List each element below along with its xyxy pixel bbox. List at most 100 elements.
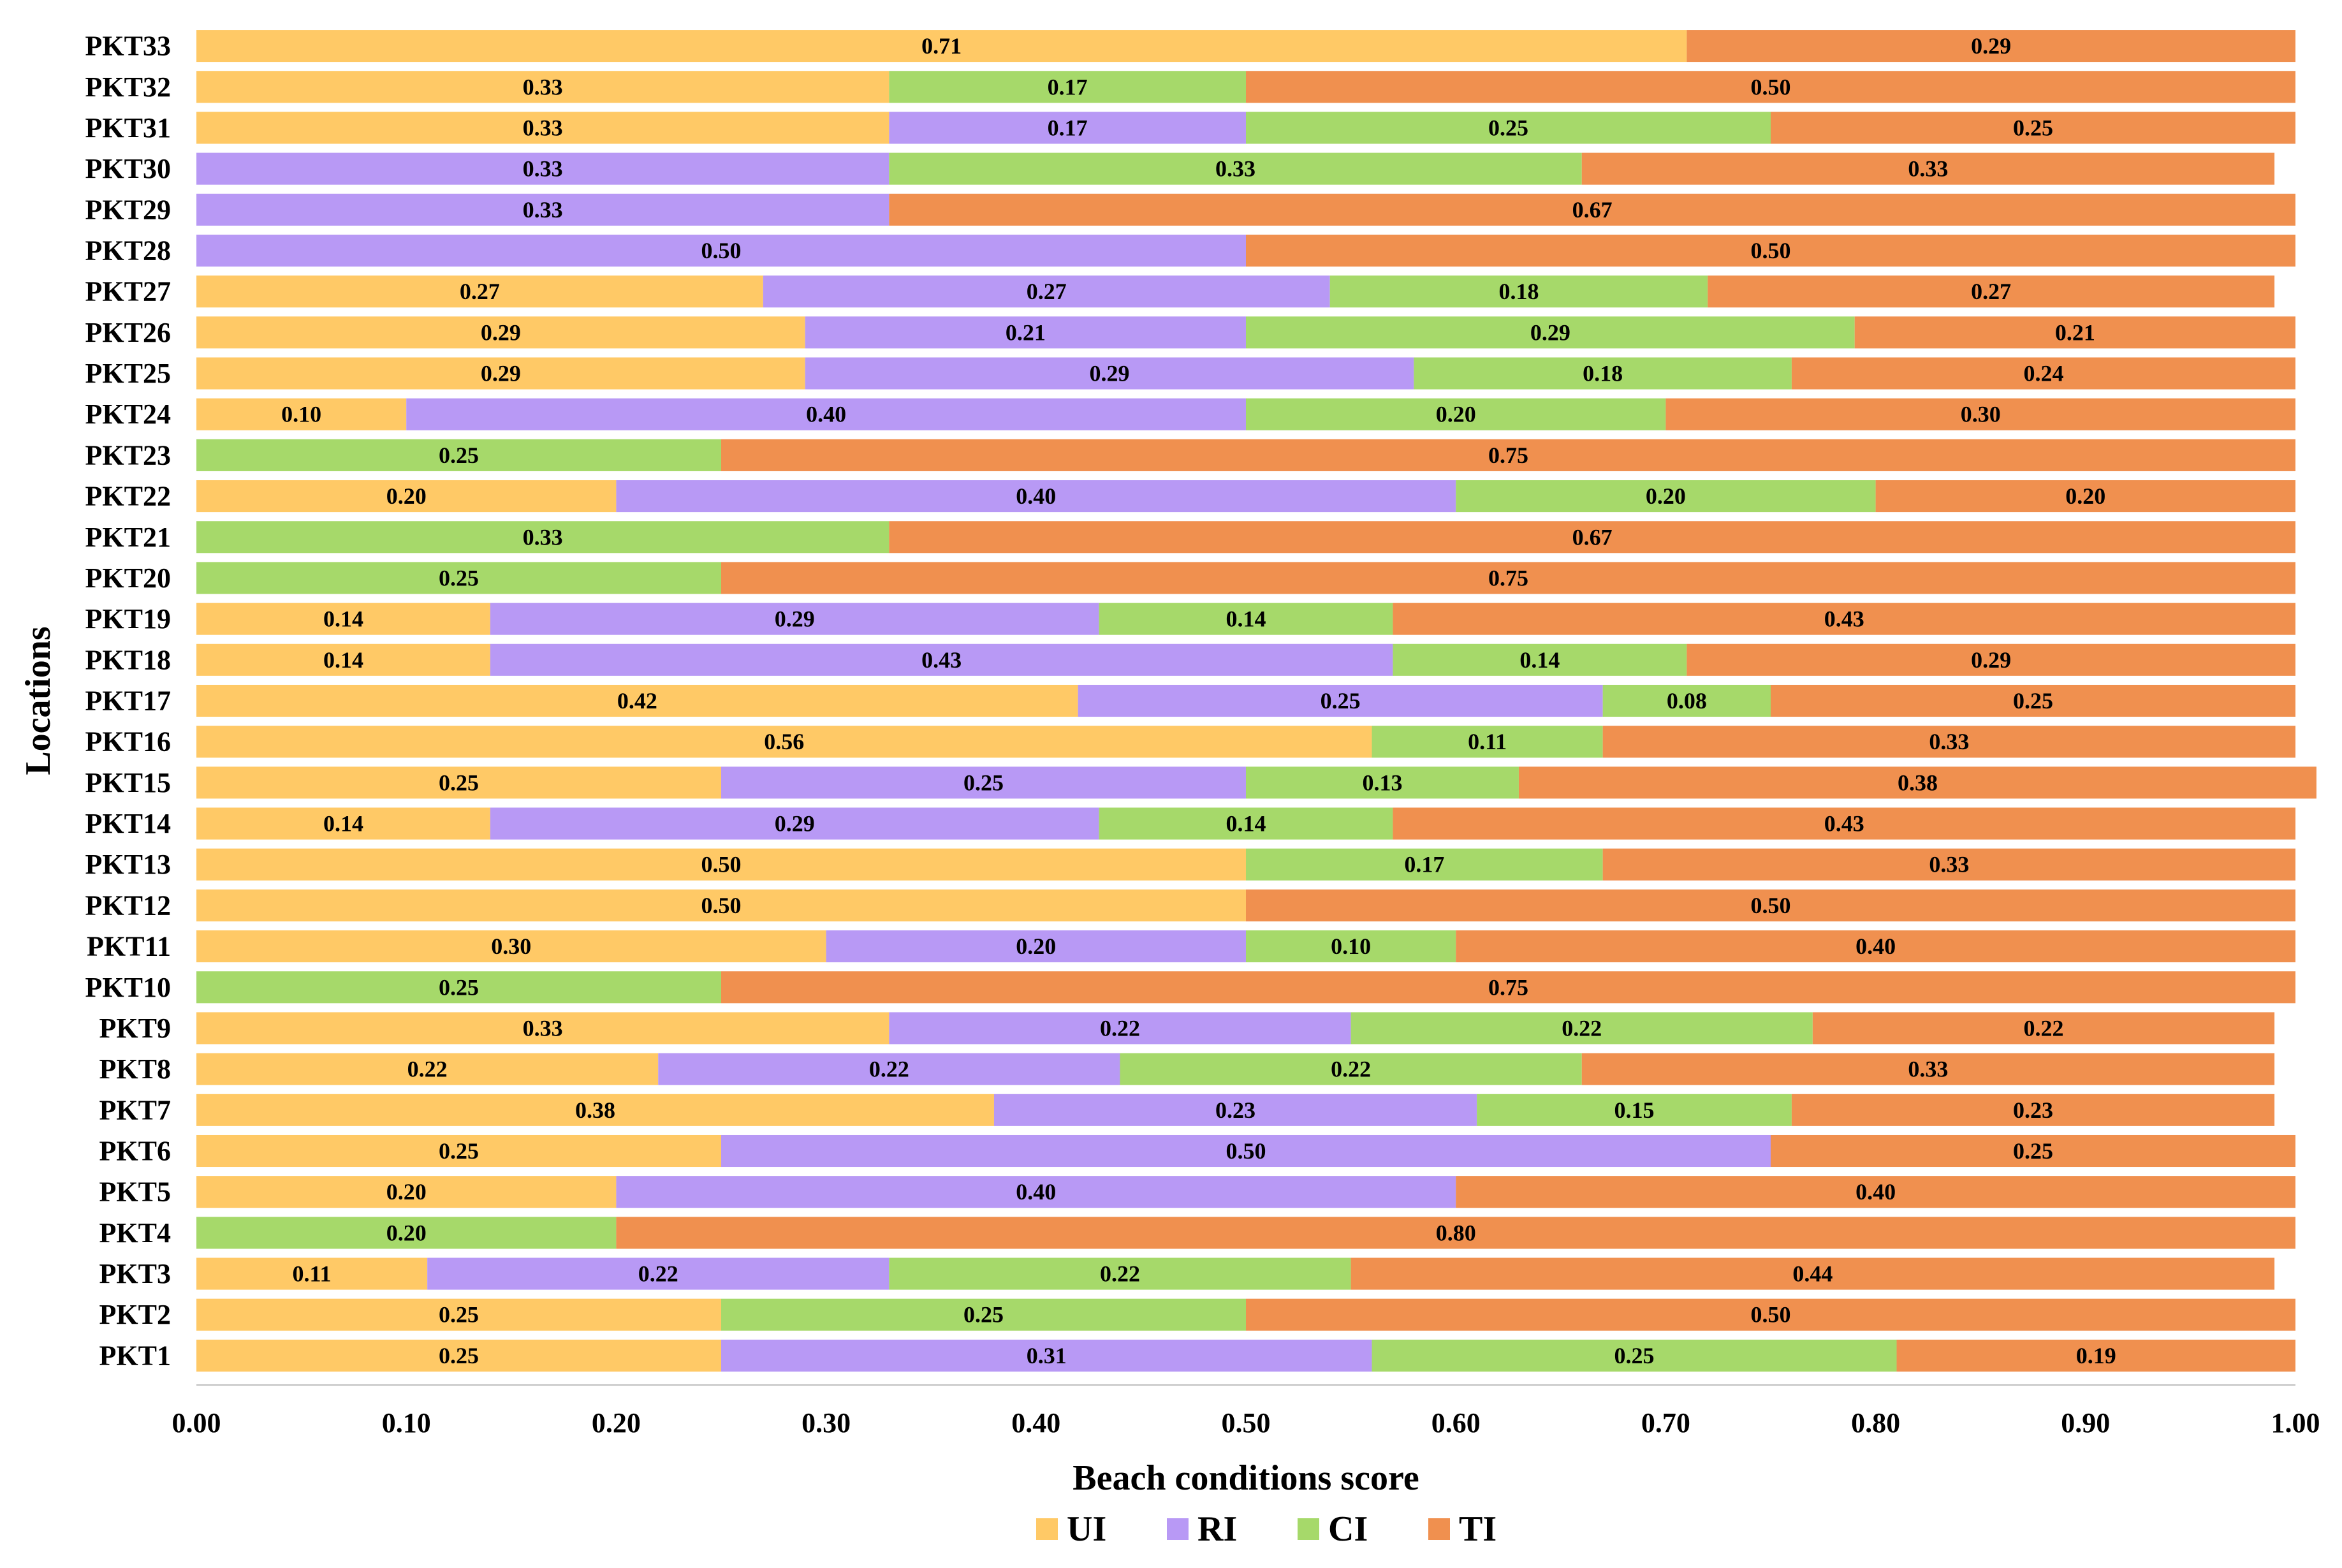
category-label-pkt19: PKT19 xyxy=(85,603,171,634)
data-label-ri-pkt27: 0.27 xyxy=(1027,279,1067,304)
data-label-ui-pkt5: 0.20 xyxy=(386,1179,427,1205)
x-tick-label: 0.10 xyxy=(382,1407,431,1439)
category-label-pkt10: PKT10 xyxy=(85,972,171,1003)
bar-ui-pkt3 xyxy=(196,1257,428,1290)
data-label-ri-pkt15: 0.25 xyxy=(963,770,1004,795)
bar-ci-pkt4 xyxy=(196,1217,617,1249)
bar-ui-pkt32 xyxy=(196,71,889,103)
bar-ti-pkt11 xyxy=(1456,930,2295,963)
data-label-ci-pkt16: 0.11 xyxy=(1468,729,1507,754)
data-label-ui-pkt9: 0.33 xyxy=(523,1015,563,1041)
bar-ui-pkt31 xyxy=(196,112,889,144)
bar-ri-pkt11 xyxy=(826,930,1246,963)
bar-ri-pkt8 xyxy=(658,1053,1120,1085)
bar-ti-pkt32 xyxy=(1246,71,2295,103)
data-label-ci-pkt21: 0.33 xyxy=(523,524,563,550)
category-label-pkt9: PKT9 xyxy=(99,1013,171,1044)
data-label-ui-pkt12: 0.50 xyxy=(701,893,742,918)
data-label-ti-pkt12: 0.50 xyxy=(1751,893,1791,918)
bar-ci-pkt7 xyxy=(1477,1094,1792,1126)
category-label-pkt16: PKT16 xyxy=(85,726,171,758)
category-label-pkt6: PKT6 xyxy=(99,1136,171,1167)
data-label-ui-pkt15: 0.25 xyxy=(439,770,479,795)
x-tick-label: 0.90 xyxy=(2061,1407,2110,1439)
data-label-ci-pkt23: 0.25 xyxy=(439,443,479,468)
data-label-ti-pkt16: 0.33 xyxy=(1929,729,1969,754)
bar-ti-pkt18 xyxy=(1687,643,2295,676)
x-tick-label: 0.80 xyxy=(1851,1407,1900,1439)
category-label-pkt25: PKT25 xyxy=(85,358,171,389)
data-label-ui-pkt3: 0.11 xyxy=(293,1261,332,1287)
bar-ci-pkt11 xyxy=(1246,930,1456,963)
data-label-ci-pkt20: 0.25 xyxy=(439,565,479,590)
bar-ti-pkt24 xyxy=(1665,398,2295,430)
bar-ui-pkt13 xyxy=(196,848,1246,881)
data-label-ti-pkt21: 0.67 xyxy=(1572,524,1613,550)
x-tick-label: 0.30 xyxy=(801,1407,851,1439)
category-label-pkt1: PKT1 xyxy=(99,1340,171,1371)
bar-ci-pkt17 xyxy=(1602,684,1771,717)
y-axis-title: Locations xyxy=(18,626,58,775)
data-label-ui-pkt8: 0.22 xyxy=(407,1057,448,1082)
bar-ci-pkt13 xyxy=(1246,848,1603,881)
bar-ci-pkt14 xyxy=(1099,807,1393,840)
bars-group: 0.25 0.31 0.25 0.19 0.25 0.25 0.50 0.11 0.22 0.22… xyxy=(196,30,2316,1372)
category-label-pkt32: PKT32 xyxy=(85,71,171,103)
bar-ti-pkt21 xyxy=(889,521,2296,553)
category-label-pkt30: PKT30 xyxy=(85,153,171,184)
legend-swatch-ui xyxy=(1036,1518,1058,1540)
bar-ci-pkt10 xyxy=(196,971,721,1004)
data-label-ti-pkt27: 0.27 xyxy=(1971,279,2011,304)
data-label-ci-pkt32: 0.17 xyxy=(1048,74,1088,99)
bar-ui-pkt14 xyxy=(196,807,490,840)
bar-ci-pkt1 xyxy=(1372,1339,1897,1372)
bar-ci-pkt20 xyxy=(196,562,721,594)
category-label-pkt5: PKT5 xyxy=(99,1176,171,1208)
bar-ui-pkt16 xyxy=(196,726,1372,758)
bar-ci-pkt27 xyxy=(1329,275,1708,308)
x-axis-title: Beach conditions score xyxy=(1072,1458,1419,1498)
data-label-ci-pkt13: 0.17 xyxy=(1404,852,1444,877)
data-label-ti-pkt20: 0.75 xyxy=(1488,565,1528,590)
bar-ti-pkt9 xyxy=(1812,1012,2275,1044)
bar-ti-pkt7 xyxy=(1791,1094,2275,1126)
category-label-pkt15: PKT15 xyxy=(85,767,171,798)
data-label-ti-pkt24: 0.30 xyxy=(1961,402,2001,427)
bar-ri-pkt19 xyxy=(490,603,1099,635)
legend-swatch-ri xyxy=(1167,1518,1189,1540)
data-label-ci-pkt25: 0.18 xyxy=(1583,361,1623,386)
data-label-ti-pkt17: 0.25 xyxy=(2013,688,2053,714)
data-label-ui-pkt17: 0.42 xyxy=(617,688,657,714)
bar-ti-pkt4 xyxy=(616,1217,2296,1249)
bar-ui-pkt24 xyxy=(196,398,407,430)
bar-ci-pkt19 xyxy=(1099,603,1393,635)
data-label-ri-pkt5: 0.40 xyxy=(1016,1179,1056,1205)
data-label-ri-pkt11: 0.20 xyxy=(1016,934,1056,959)
bar-ui-pkt12 xyxy=(196,889,1246,921)
bar-ti-pkt3 xyxy=(1350,1257,2275,1290)
data-label-ti-pkt4: 0.80 xyxy=(1436,1220,1476,1245)
legend: UI RI CI TI xyxy=(1036,1509,1497,1549)
category-label-pkt13: PKT13 xyxy=(85,849,171,880)
bar-ri-pkt9 xyxy=(889,1012,1351,1044)
data-label-ci-pkt19: 0.14 xyxy=(1226,606,1266,632)
data-label-ti-pkt29: 0.67 xyxy=(1572,197,1613,223)
bar-ti-pkt6 xyxy=(1771,1134,2295,1168)
data-label-ti-pkt3: 0.44 xyxy=(1792,1261,1833,1287)
data-label-ri-pkt19: 0.29 xyxy=(775,606,815,632)
data-label-ri-pkt31: 0.17 xyxy=(1048,115,1088,140)
bar-ri-pkt15 xyxy=(721,766,1246,799)
data-label-ci-pkt17: 0.08 xyxy=(1667,688,1707,714)
bar-ui-pkt33 xyxy=(196,30,1687,62)
bar-ci-pkt21 xyxy=(196,521,889,553)
bar-ui-pkt11 xyxy=(196,930,826,963)
data-label-ri-pkt25: 0.29 xyxy=(1090,361,1130,386)
legend-label-ci: CI xyxy=(1328,1509,1368,1549)
bar-ri-pkt6 xyxy=(721,1134,1771,1168)
bar-ri-pkt25 xyxy=(805,357,1414,390)
bar-ui-pkt7 xyxy=(196,1094,994,1126)
data-label-ci-pkt2: 0.25 xyxy=(963,1302,1004,1328)
data-label-ri-pkt22: 0.40 xyxy=(1016,483,1056,509)
bar-ti-pkt29 xyxy=(889,193,2296,226)
